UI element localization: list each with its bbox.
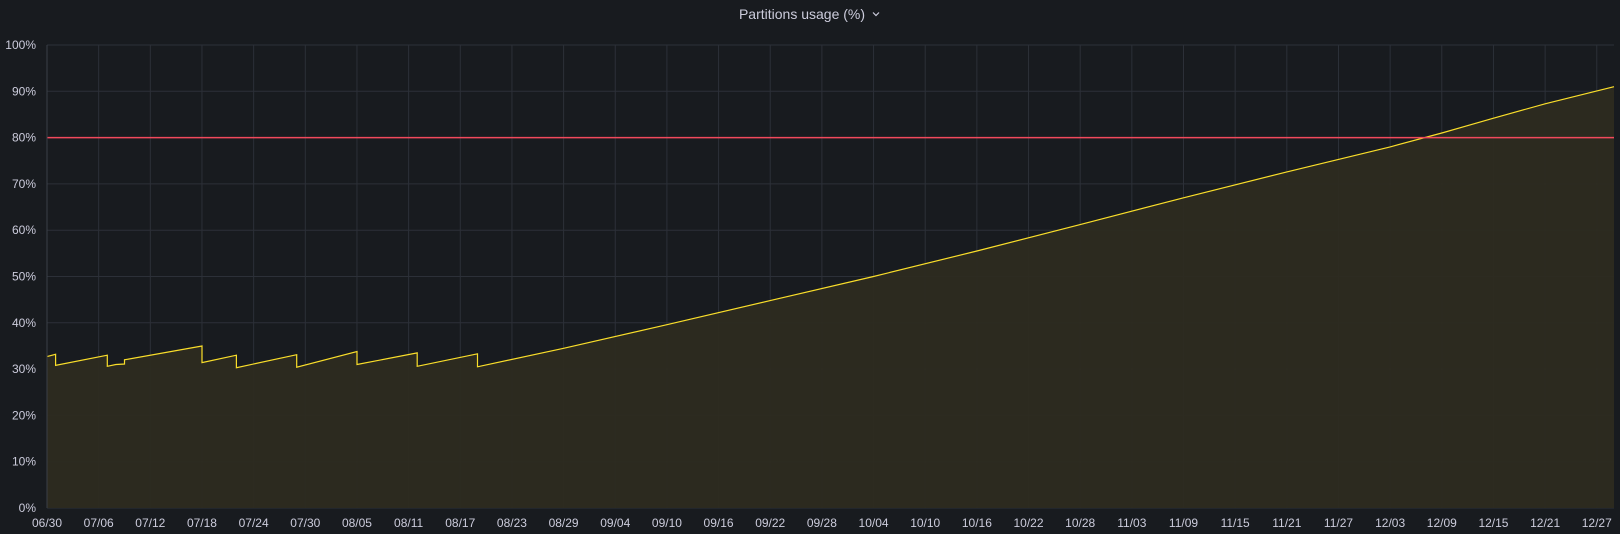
x-tick-label: 06/30	[32, 516, 62, 530]
x-tick-label: 11/03	[1117, 516, 1146, 530]
y-tick-label: 70%	[12, 177, 36, 191]
x-tick-label: 09/04	[600, 516, 630, 530]
x-tick-label: 10/04	[859, 516, 889, 530]
y-tick-label: 30%	[12, 362, 36, 376]
x-tick-label: 10/22	[1014, 516, 1044, 530]
x-tick-label: 11/21	[1272, 516, 1301, 530]
y-tick-label: 50%	[12, 270, 36, 284]
y-tick-label: 80%	[12, 131, 36, 145]
x-tick-label: 12/09	[1427, 516, 1457, 530]
x-tick-label: 08/23	[497, 516, 527, 530]
x-tick-label: 09/10	[652, 516, 682, 530]
y-tick-label: 60%	[12, 223, 36, 237]
y-tick-label: 40%	[12, 316, 36, 330]
x-tick-label: 11/27	[1324, 516, 1353, 530]
x-tick-label: 07/24	[239, 516, 269, 530]
x-tick-label: 12/21	[1530, 516, 1560, 530]
panel-header: Partitions usage (%)	[0, 0, 1620, 28]
series-line	[46, 86, 1615, 369]
x-tick-label: 07/18	[187, 516, 217, 530]
y-tick-label: 0%	[19, 501, 37, 515]
y-tick-label: 10%	[12, 455, 36, 469]
y-tick-label: 100%	[5, 38, 36, 52]
x-tick-label: 09/28	[807, 516, 837, 530]
x-tick-label: 12/03	[1375, 516, 1405, 530]
panel-title: Partitions usage (%)	[738, 6, 866, 22]
x-tick-label: 10/28	[1065, 516, 1095, 530]
x-tick-label: 08/11	[394, 516, 423, 530]
x-tick-label: 07/12	[135, 516, 165, 530]
y-tick-label: 90%	[12, 84, 36, 98]
x-tick-label: 07/30	[290, 516, 320, 530]
series-area-fill	[47, 86, 1614, 508]
y-tick-label: 20%	[12, 408, 36, 422]
x-tick-label: 08/05	[342, 516, 372, 530]
x-tick-label: 10/10	[910, 516, 940, 530]
x-tick-label: 09/22	[755, 516, 785, 530]
x-tick-label: 11/15	[1221, 516, 1250, 530]
x-tick-label: 08/17	[445, 516, 475, 530]
x-tick-label: 09/16	[704, 516, 734, 530]
x-tick-label: 11/09	[1169, 516, 1198, 530]
x-tick-label: 08/29	[549, 516, 579, 530]
x-tick-label: 10/16	[962, 516, 992, 530]
x-tick-label: 07/06	[84, 516, 114, 530]
chevron-down-icon	[872, 12, 880, 17]
x-tick-label: 12/15	[1478, 516, 1508, 530]
x-tick-label: 12/27	[1582, 516, 1612, 530]
panel-title-menu[interactable]: Partitions usage (%)	[739, 6, 881, 22]
